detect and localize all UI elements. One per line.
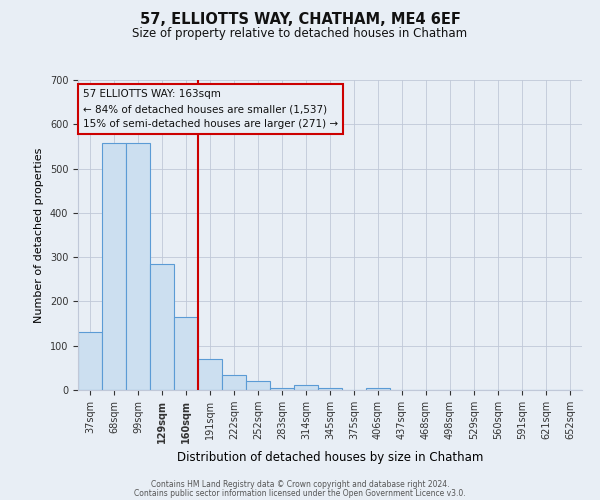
Bar xyxy=(318,388,342,390)
Bar xyxy=(198,359,222,390)
Text: Size of property relative to detached houses in Chatham: Size of property relative to detached ho… xyxy=(133,28,467,40)
Bar xyxy=(294,384,318,390)
Text: Contains public sector information licensed under the Open Government Licence v3: Contains public sector information licen… xyxy=(134,488,466,498)
Bar xyxy=(78,332,102,390)
Text: 57 ELLIOTTS WAY: 163sqm
← 84% of detached houses are smaller (1,537)
15% of semi: 57 ELLIOTTS WAY: 163sqm ← 84% of detache… xyxy=(83,90,338,129)
Text: 57, ELLIOTTS WAY, CHATHAM, ME4 6EF: 57, ELLIOTTS WAY, CHATHAM, ME4 6EF xyxy=(140,12,460,28)
Bar xyxy=(366,388,390,390)
Bar xyxy=(174,317,198,390)
Bar xyxy=(126,144,150,390)
Bar xyxy=(246,381,270,390)
X-axis label: Distribution of detached houses by size in Chatham: Distribution of detached houses by size … xyxy=(177,451,483,464)
Bar xyxy=(270,388,294,390)
Bar xyxy=(222,376,246,390)
Bar xyxy=(150,264,174,390)
Y-axis label: Number of detached properties: Number of detached properties xyxy=(34,148,44,322)
Bar xyxy=(102,144,126,390)
Text: Contains HM Land Registry data © Crown copyright and database right 2024.: Contains HM Land Registry data © Crown c… xyxy=(151,480,449,489)
